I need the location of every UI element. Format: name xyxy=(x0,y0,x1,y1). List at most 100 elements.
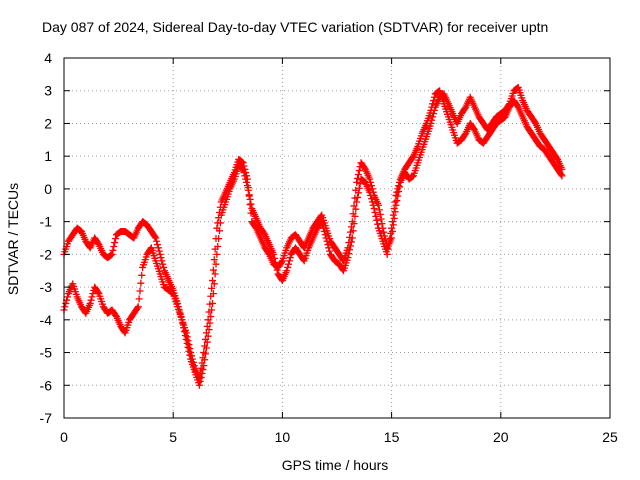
data-point xyxy=(137,279,145,287)
data-point xyxy=(153,237,161,245)
data-point xyxy=(182,335,190,343)
data-point xyxy=(386,235,394,243)
data-point xyxy=(390,214,398,222)
data-point xyxy=(241,172,249,180)
data-point xyxy=(383,250,391,258)
data-point xyxy=(63,293,71,301)
data-point xyxy=(354,193,362,201)
data-point xyxy=(388,224,396,232)
data-point xyxy=(107,251,115,259)
data-point xyxy=(378,220,386,228)
data-point xyxy=(180,324,188,332)
data-point xyxy=(183,339,191,347)
data-point xyxy=(155,247,163,255)
x-tick-label: 10 xyxy=(275,429,291,445)
data-point xyxy=(377,215,385,223)
data-point xyxy=(152,234,160,242)
x-tick-label: 20 xyxy=(493,429,509,445)
data-point xyxy=(393,188,401,196)
data-point xyxy=(285,257,293,265)
data-point xyxy=(111,239,119,247)
data-point xyxy=(207,313,215,321)
data-point xyxy=(557,171,565,179)
data-point xyxy=(322,234,330,242)
data-point xyxy=(209,290,217,298)
data-point xyxy=(271,254,279,262)
data-point xyxy=(153,241,161,249)
data-point xyxy=(197,373,205,381)
data-point xyxy=(138,271,146,279)
data-point xyxy=(385,240,393,248)
data-point xyxy=(429,113,437,121)
data-point xyxy=(243,178,251,186)
data-point xyxy=(347,242,355,250)
data-point xyxy=(206,319,214,327)
data-point xyxy=(321,231,329,239)
y-tick-label: 1 xyxy=(44,148,52,164)
y-tick-label: -3 xyxy=(40,279,53,295)
data-point xyxy=(429,100,437,108)
data-point xyxy=(387,229,395,237)
data-point xyxy=(181,332,189,340)
data-point xyxy=(428,103,436,111)
data-point xyxy=(368,198,376,206)
data-point xyxy=(270,250,278,258)
data-point xyxy=(136,287,144,295)
data-point xyxy=(319,221,327,229)
data-point xyxy=(242,175,250,183)
y-tick-label: -6 xyxy=(40,377,53,393)
data-point xyxy=(208,306,216,314)
y-tick-label: 4 xyxy=(44,50,52,66)
data-point xyxy=(430,97,438,105)
plot-border xyxy=(63,57,611,419)
y-axis-label: SDTVAR / TECUs xyxy=(5,183,21,295)
data-point xyxy=(430,93,438,101)
data-point xyxy=(278,258,286,266)
data-point xyxy=(388,218,396,226)
y-tick-label: -5 xyxy=(40,345,53,361)
data-point xyxy=(209,277,217,285)
chart-title: Day 087 of 2024, Sidereal Day-to-day VTE… xyxy=(42,19,548,35)
data-point xyxy=(347,238,355,246)
data-point xyxy=(348,234,356,242)
data-point xyxy=(243,182,251,190)
data-point xyxy=(391,198,399,206)
data-point xyxy=(94,288,102,296)
data-point xyxy=(384,245,392,253)
data-point xyxy=(286,254,294,262)
data-point xyxy=(209,266,217,274)
data-point xyxy=(61,303,69,311)
data-point xyxy=(389,211,397,219)
data-point xyxy=(366,175,374,183)
data-point xyxy=(352,205,360,213)
data-point xyxy=(200,362,208,370)
data-point xyxy=(244,186,252,194)
data-point xyxy=(133,304,141,312)
data-point xyxy=(355,167,363,175)
data-point xyxy=(176,309,184,317)
data-point xyxy=(427,106,435,114)
data-point xyxy=(203,338,211,346)
data-point xyxy=(239,159,247,167)
data-point xyxy=(205,326,213,334)
data-point xyxy=(181,328,189,336)
y-tick-label: -2 xyxy=(40,246,53,262)
data-point xyxy=(374,220,382,228)
data-point xyxy=(366,188,374,196)
data-point xyxy=(353,198,361,206)
data-point xyxy=(324,241,332,249)
data-point xyxy=(353,178,361,186)
data-point xyxy=(216,219,224,227)
data-point xyxy=(394,185,402,193)
y-tick-label: -7 xyxy=(40,410,53,426)
data-point xyxy=(151,233,159,241)
data-point xyxy=(239,165,247,173)
data-point xyxy=(375,206,383,214)
data-point xyxy=(319,224,327,232)
x-tick-label: 5 xyxy=(169,429,177,445)
axes xyxy=(63,57,611,419)
data-point xyxy=(351,212,359,220)
plot-area xyxy=(60,83,566,389)
data-point xyxy=(380,228,388,236)
data-point xyxy=(376,210,384,218)
